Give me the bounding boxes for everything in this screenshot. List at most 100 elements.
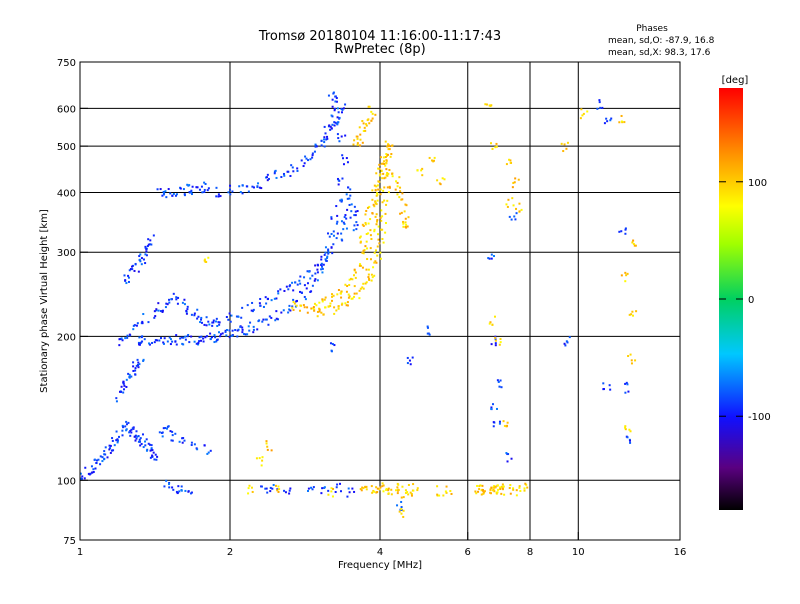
- o-mode-point: [331, 115, 334, 118]
- x-mode-point: [518, 485, 521, 488]
- o-mode-point: [147, 243, 150, 246]
- x-mode-point: [361, 120, 364, 123]
- o-mode-point: [190, 444, 193, 447]
- x-mode-point: [379, 257, 382, 260]
- o-mode-point: [330, 216, 333, 219]
- o-mode-point: [411, 356, 414, 359]
- o-mode-point: [161, 309, 164, 312]
- o-mode-point: [141, 320, 144, 323]
- y-axis-label: Stationary phase Virtual Height [km]: [39, 209, 50, 393]
- x-mode-point: [416, 169, 419, 172]
- o-mode-point: [188, 191, 191, 194]
- x-mode-point: [401, 198, 404, 201]
- o-mode-point: [596, 107, 599, 110]
- x-mode-point: [312, 307, 315, 310]
- o-mode-point: [126, 336, 129, 339]
- o-mode-point: [127, 280, 130, 283]
- o-mode-point: [343, 216, 346, 219]
- x-mode-point: [387, 492, 390, 495]
- x-mode-point: [350, 277, 353, 280]
- o-mode-point: [156, 455, 159, 458]
- o-mode-point: [603, 122, 606, 125]
- x-mode-point: [412, 483, 415, 486]
- o-mode-point: [134, 367, 137, 370]
- o-mode-point: [84, 466, 87, 469]
- x-mode-point: [346, 301, 349, 304]
- x-mode-point: [402, 515, 405, 518]
- o-mode-point: [190, 189, 193, 192]
- o-mode-point: [257, 182, 260, 185]
- x-mode-point: [358, 236, 361, 239]
- o-mode-point: [108, 444, 111, 447]
- o-mode-point: [241, 331, 244, 334]
- o-mode-point: [629, 441, 632, 444]
- x-mode-point: [508, 158, 511, 161]
- o-mode-point: [180, 485, 183, 488]
- x-mode-point: [383, 199, 386, 202]
- o-mode-point: [190, 191, 193, 194]
- x-mode-point: [404, 221, 407, 224]
- o-mode-point: [179, 337, 182, 340]
- o-mode-point: [333, 344, 336, 347]
- o-mode-point: [300, 159, 303, 162]
- o-mode-point: [228, 336, 231, 339]
- o-mode-point: [320, 139, 323, 142]
- x-mode-point: [204, 260, 207, 263]
- o-mode-point: [426, 332, 429, 335]
- o-mode-point: [323, 253, 326, 256]
- o-mode-point: [168, 298, 171, 301]
- x-mode-point: [364, 486, 367, 489]
- x-mode-point: [353, 295, 356, 298]
- x-mode-point: [436, 493, 439, 496]
- x-mode-point: [352, 143, 355, 146]
- x-mode-point: [494, 339, 497, 342]
- grid-lines: [80, 62, 680, 540]
- x-mode-point: [313, 308, 316, 311]
- x-mode-point: [378, 163, 381, 166]
- x-mode-point: [381, 482, 384, 485]
- x-mode-point: [382, 484, 385, 487]
- x-mode-point: [439, 183, 442, 186]
- o-mode-point: [123, 274, 126, 277]
- x-tick-label: 4: [377, 547, 383, 558]
- o-mode-point: [118, 390, 121, 393]
- o-mode-point: [130, 428, 133, 431]
- x-mode-point: [331, 295, 334, 298]
- o-mode-point: [171, 340, 174, 343]
- o-mode-point: [241, 184, 244, 187]
- o-mode-point: [193, 340, 196, 343]
- x-mode-point: [420, 169, 423, 172]
- x-mode-point: [369, 258, 372, 261]
- x-mode-point: [505, 163, 508, 166]
- x-mode-point: [377, 180, 380, 183]
- x-mode-point: [374, 260, 377, 263]
- o-mode-point: [124, 425, 127, 428]
- o-mode-point: [204, 336, 207, 339]
- o-mode-point: [216, 325, 219, 328]
- o-mode-point: [241, 192, 244, 195]
- x-mode-point: [385, 488, 388, 491]
- o-mode-point: [488, 257, 491, 260]
- o-mode-point: [225, 334, 228, 337]
- x-mode-point: [492, 488, 495, 491]
- o-mode-point: [171, 434, 174, 437]
- o-mode-point: [252, 325, 255, 328]
- o-mode-point: [207, 187, 210, 190]
- o-mode-point: [151, 341, 154, 344]
- o-mode-point: [303, 284, 306, 287]
- x-mode-point: [386, 172, 389, 175]
- o-mode-point: [334, 490, 337, 493]
- o-mode-point: [145, 250, 148, 253]
- o-mode-point: [149, 243, 152, 246]
- o-mode-point: [91, 471, 94, 474]
- x-mode-point: [345, 290, 348, 293]
- o-mode-point: [496, 379, 499, 382]
- x-mode-point: [364, 221, 367, 224]
- o-mode-point: [336, 483, 339, 486]
- x-mode-point: [387, 143, 390, 146]
- o-mode-point: [203, 191, 206, 194]
- o-mode-point: [132, 361, 135, 364]
- x-mode-point: [388, 186, 391, 189]
- o-mode-point: [239, 191, 242, 194]
- x-mode-point: [387, 489, 390, 492]
